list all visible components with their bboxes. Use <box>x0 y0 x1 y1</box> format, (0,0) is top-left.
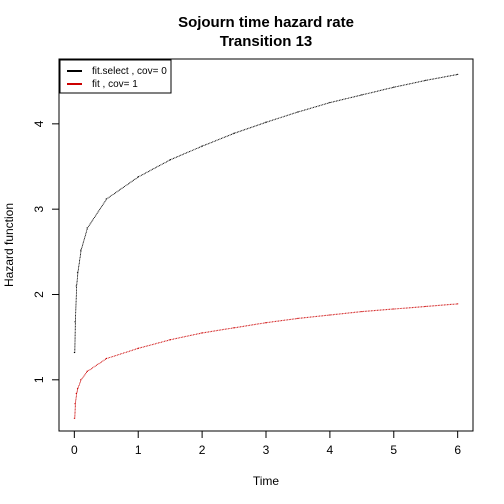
data-point <box>76 271 79 273</box>
data-point <box>105 198 107 200</box>
chart-title: Sojourn time hazard rate <box>178 14 354 31</box>
series-fit-select <box>73 73 459 354</box>
legend-box <box>59 59 172 94</box>
data-point <box>80 249 82 251</box>
data-point <box>457 303 459 305</box>
data-point <box>297 111 299 113</box>
y-axis-label: Hazard function <box>2 203 16 287</box>
series-curve <box>74 74 457 354</box>
y-tick-label: 2 <box>32 291 46 298</box>
data-point <box>201 332 203 334</box>
x-tick-label: 0 <box>71 443 78 457</box>
data-point <box>86 227 88 229</box>
data-point <box>169 159 171 161</box>
y-tick-label: 1 <box>32 376 46 383</box>
data-point <box>76 387 79 389</box>
data-point <box>393 308 395 310</box>
data-point <box>361 310 363 313</box>
data-point <box>73 351 75 354</box>
x-tick-label: 6 <box>454 443 461 457</box>
data-point <box>233 327 235 329</box>
x-tick-label: 2 <box>199 443 206 457</box>
chart-subtitle: Transition 13 <box>220 33 313 50</box>
y-tick-label: 4 <box>32 120 46 127</box>
x-tick-label: 5 <box>390 443 397 457</box>
y-tick-label: 3 <box>32 206 46 213</box>
series-layer <box>73 73 459 419</box>
data-point <box>329 101 331 104</box>
x-axis: 0 1 2 3 4 5 6 <box>71 430 461 457</box>
series-fit <box>73 303 459 419</box>
legend-label-fit: fit , cov= 1 <box>92 79 138 90</box>
data-point <box>297 317 299 319</box>
data-point <box>105 357 107 360</box>
data-point <box>86 370 88 372</box>
data-point <box>169 339 171 341</box>
data-point <box>265 121 267 123</box>
x-tick-label: 1 <box>135 443 142 457</box>
data-point <box>393 86 395 88</box>
plot-frame <box>58 58 474 432</box>
x-tick-label: 3 <box>263 443 270 457</box>
data-point <box>73 417 75 419</box>
data-point <box>137 176 139 178</box>
data-point <box>265 322 267 324</box>
series-curve <box>74 303 457 419</box>
data-point <box>329 314 331 316</box>
data-point <box>425 79 427 81</box>
data-point <box>75 392 77 395</box>
data-point <box>80 379 82 381</box>
data-point <box>201 145 203 147</box>
x-tick-label: 4 <box>327 443 334 457</box>
data-point <box>74 403 76 405</box>
legend: fit.select , cov= 0 fit , cov= 1 <box>59 59 172 94</box>
y-axis: 1 2 3 4 <box>32 120 60 383</box>
data-point <box>75 285 77 287</box>
data-point <box>74 321 76 323</box>
x-axis-label: Time <box>253 474 280 488</box>
data-point <box>361 94 363 96</box>
data-point <box>137 347 139 349</box>
data-point <box>425 305 427 308</box>
data-point <box>233 132 235 134</box>
data-point <box>457 73 459 75</box>
legend-label-fit-select: fit.select , cov= 0 <box>92 66 167 77</box>
